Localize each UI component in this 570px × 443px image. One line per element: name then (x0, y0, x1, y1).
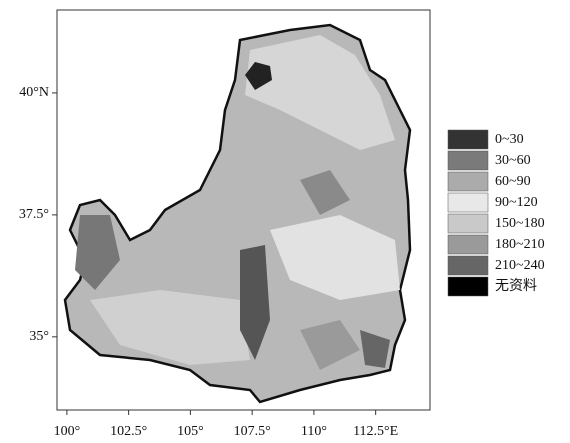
x-tick-label: 107.5° (234, 424, 271, 439)
map-figure: 100° 102.5° 105° 107.5° 110° 112.5°E 40°N 37.5°… (0, 0, 570, 443)
legend-label: 90~120 (495, 195, 538, 210)
legend-swatch (448, 151, 488, 170)
legend-swatch (448, 172, 488, 191)
legend-label: 30~60 (495, 153, 531, 168)
legend: 0~30 30~60 60~90 90~120 150~180 180~210 210~24… (448, 130, 545, 296)
x-tick-label: 102.5° (110, 424, 147, 439)
legend-label: 180~210 (495, 237, 545, 252)
legend-label: 150~180 (495, 216, 545, 231)
y-tick-label: 40°N (19, 85, 49, 100)
y-tick-label: 35° (29, 329, 49, 344)
legend-label: 无资料 (495, 278, 537, 294)
legend-swatch (448, 256, 488, 275)
x-tick-label: 105° (177, 424, 204, 439)
y-tick-label: 37.5° (19, 207, 49, 222)
x-tick-label: 112.5°E (353, 424, 398, 439)
legend-swatch (448, 193, 488, 212)
legend-label: 0~30 (495, 132, 524, 147)
legend-label: 60~90 (495, 174, 531, 189)
legend-swatch (448, 235, 488, 254)
legend-swatch (448, 214, 488, 233)
legend-label: 210~240 (495, 258, 545, 273)
legend-swatch (448, 130, 488, 149)
x-tick-label: 100° (54, 424, 81, 439)
x-tick-label: 110° (301, 424, 327, 439)
legend-swatch (448, 277, 488, 296)
